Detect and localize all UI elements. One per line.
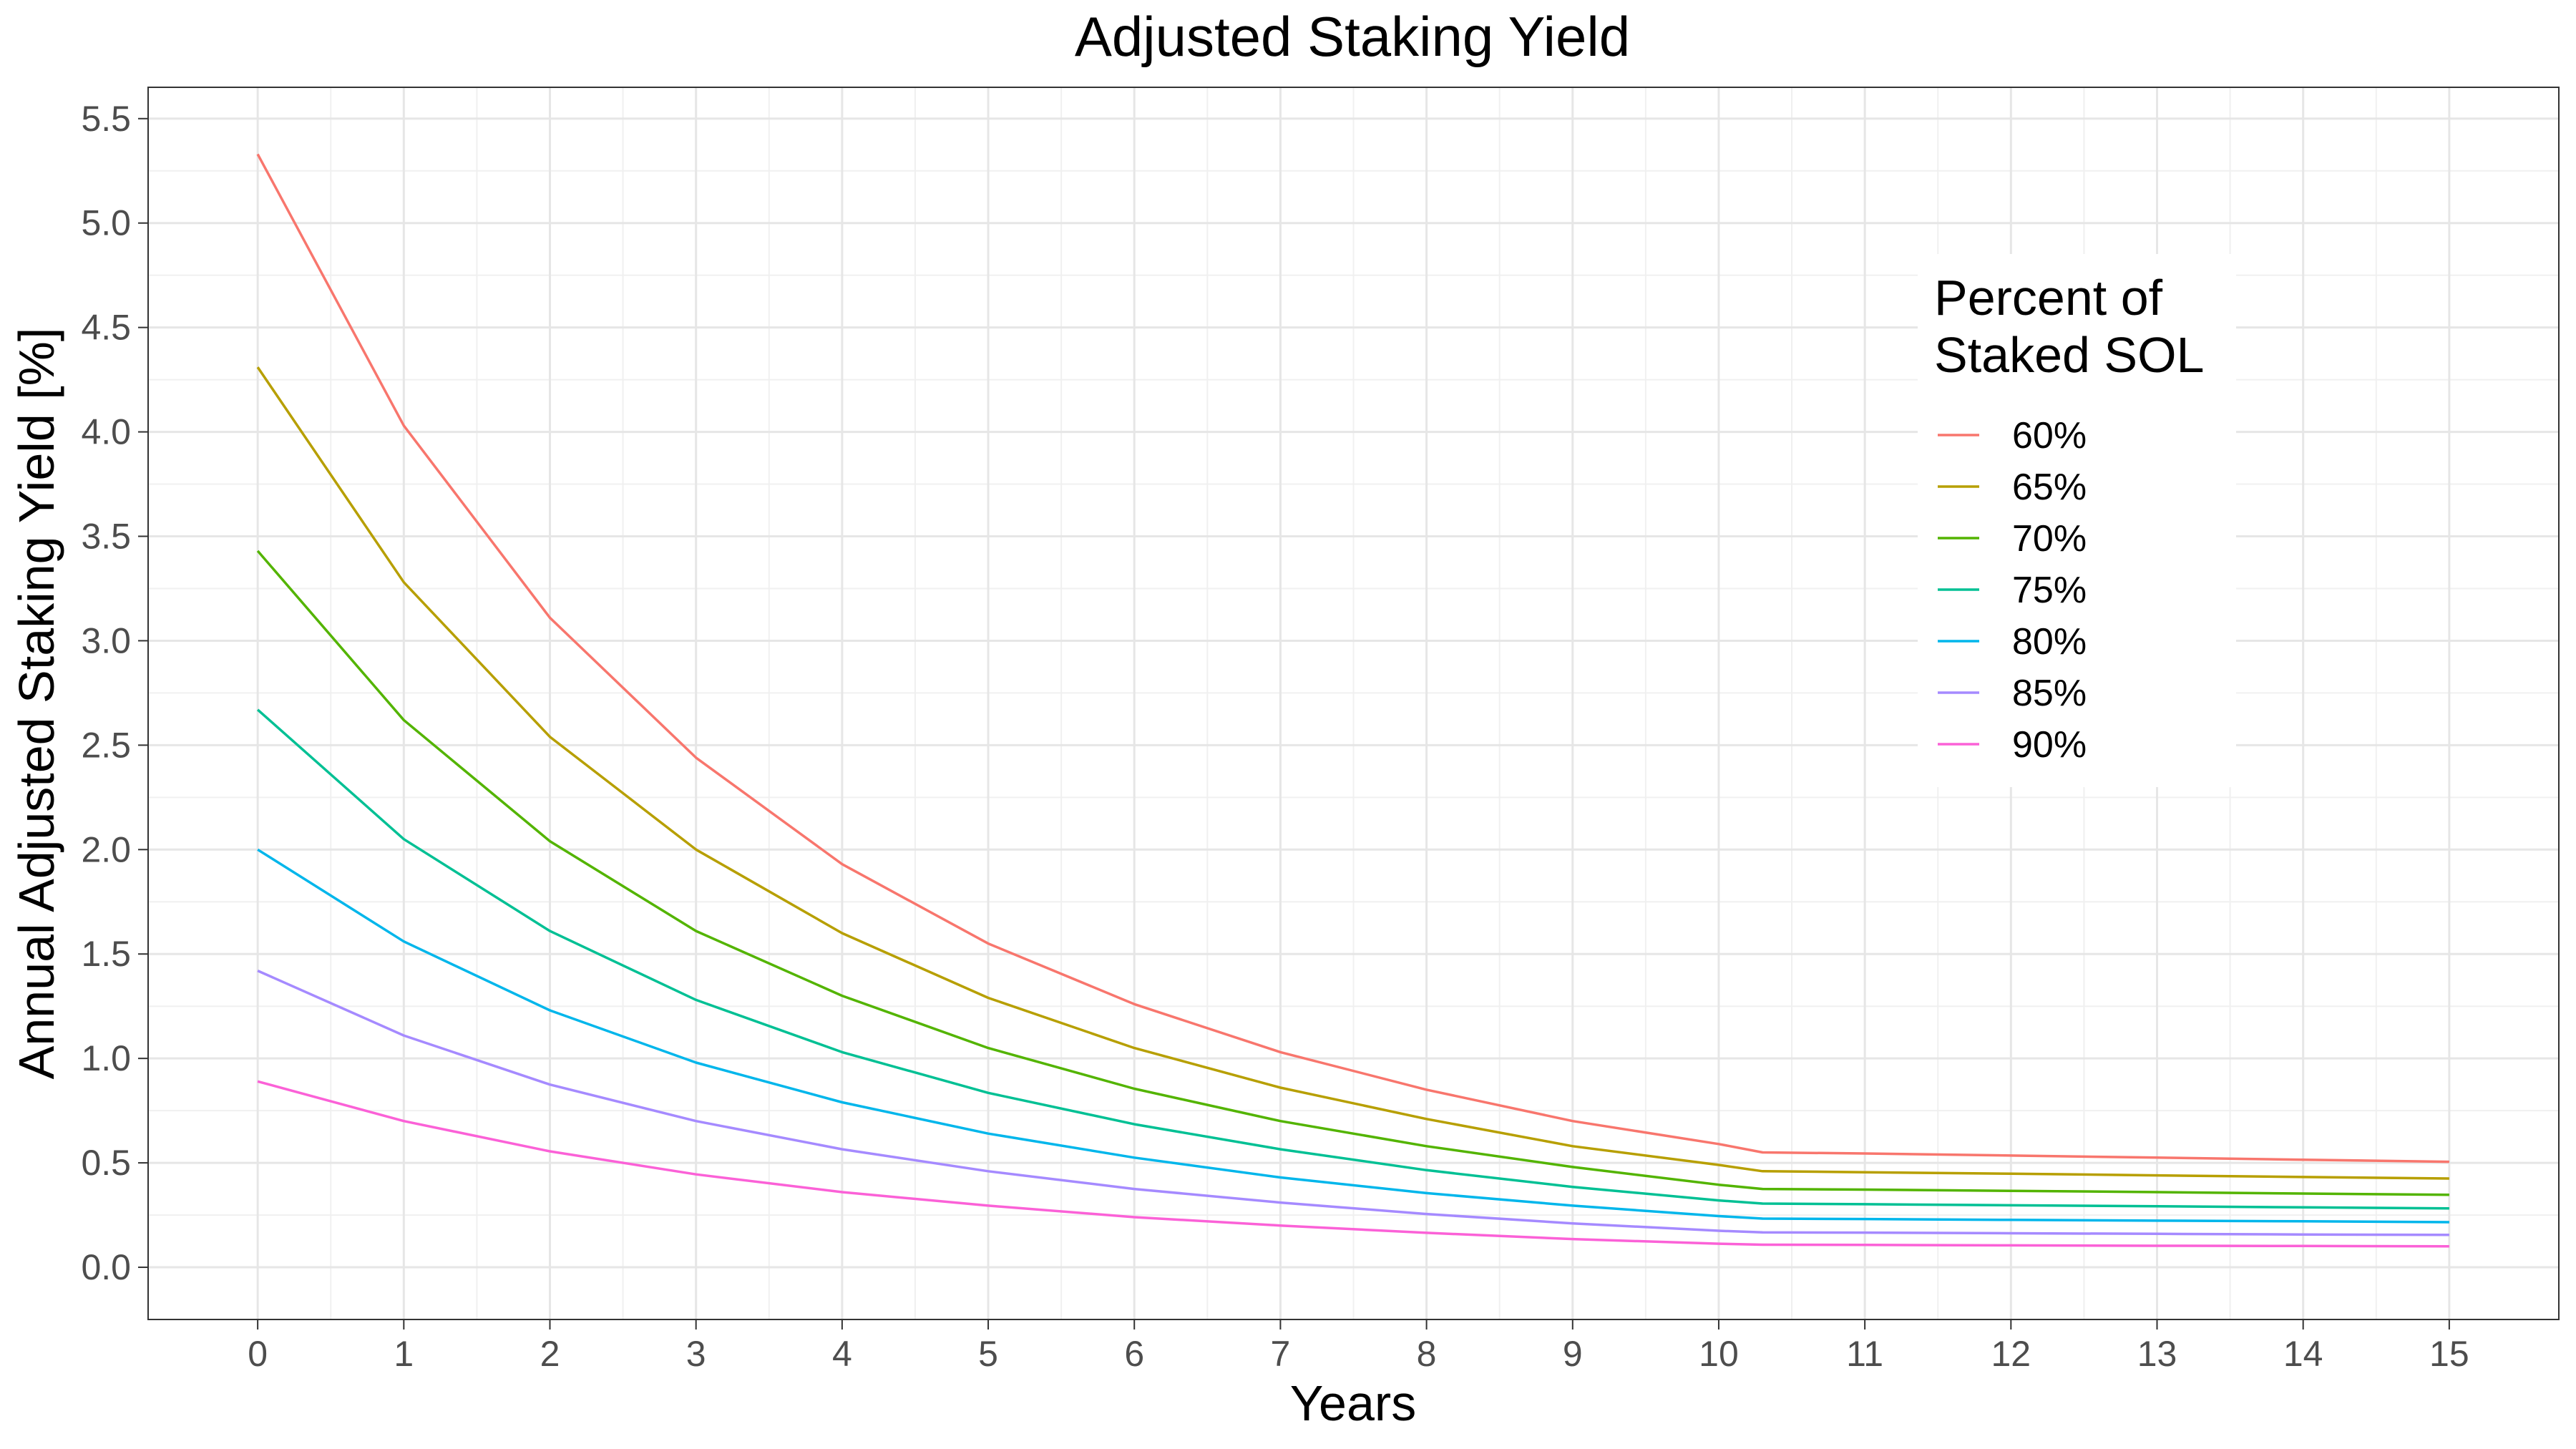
x-tick-label: 14 <box>2283 1334 2323 1374</box>
legend-label: 90% <box>2012 724 2087 766</box>
legend-label: 75% <box>2012 570 2087 611</box>
series-line-70-percent <box>256 550 2449 1196</box>
x-tick-label: 3 <box>686 1334 706 1374</box>
y-tick-label: 5.5 <box>81 99 131 139</box>
y-axis-title: Annual Adjusted Staking Yield [%] <box>9 328 64 1080</box>
y-tick-label: 3.5 <box>81 517 131 557</box>
legend-label: 60% <box>2012 415 2087 457</box>
x-tick-label: 15 <box>2429 1334 2469 1374</box>
y-tick-label: 0.0 <box>81 1247 131 1287</box>
x-tick-label: 6 <box>1124 1334 1144 1374</box>
legend-label: 70% <box>2012 518 2087 560</box>
x-axis-title: Years <box>1290 1375 1416 1431</box>
y-tick-label: 1.0 <box>81 1038 131 1078</box>
x-tick-label: 11 <box>1846 1334 1883 1374</box>
y-tick-label: 3.0 <box>81 620 131 660</box>
legend-label: 80% <box>2012 621 2087 663</box>
series-line-60-percent <box>256 153 2449 1163</box>
x-tick-label: 5 <box>978 1334 998 1374</box>
x-tick-label: 7 <box>1271 1334 1291 1374</box>
x-axis: 0 1 2 3 4 5 6 7 8 9 10 11 12 13 14 15 <box>248 1319 2469 1374</box>
chart-title: Adjusted Staking Yield <box>1075 5 1630 68</box>
x-tick-label: 1 <box>394 1334 414 1374</box>
x-tick-label: 0 <box>248 1334 268 1374</box>
y-tick-label: 2.5 <box>81 725 131 765</box>
series-line-75-percent <box>256 708 2449 1210</box>
y-tick-label: 5.0 <box>81 203 131 243</box>
series-line-85-percent <box>257 970 2449 1236</box>
y-tick-label: 4.5 <box>81 308 131 348</box>
legend-title-line-2: Staked SOL <box>1934 327 2204 383</box>
x-tick-label: 2 <box>540 1334 560 1374</box>
x-tick-label: 8 <box>1417 1334 1437 1374</box>
legend-background <box>1918 254 2236 787</box>
legend-title-line-1: Percent of <box>1934 270 2163 326</box>
major-gridlines <box>148 87 2559 1319</box>
x-tick-label: 13 <box>2137 1334 2177 1374</box>
series-lines <box>256 153 2449 1248</box>
legend-items: 60% 65% 70% 75% 80% 85% 90% <box>1938 415 2087 766</box>
x-tick-label: 10 <box>1699 1334 1739 1374</box>
legend: Percent of Staked SOL 60% 65% 70% 75% 80% 85%… <box>1918 254 2236 787</box>
x-tick-label: 12 <box>1991 1334 2031 1374</box>
y-tick-label: 2.0 <box>81 829 131 869</box>
series-line-90-percent <box>257 1080 2449 1248</box>
series-line-65-percent <box>256 366 2449 1180</box>
series-line-80-percent <box>257 848 2449 1224</box>
y-axis: 0.0 0.5 1.0 1.5 2.0 2.5 3.0 3.5 4.0 4.5 5.0 5.5 <box>81 99 148 1287</box>
y-tick-label: 1.5 <box>81 934 131 974</box>
plot-panel-border <box>147 87 2560 1320</box>
x-tick-label: 9 <box>1563 1334 1583 1374</box>
legend-label: 65% <box>2012 467 2087 508</box>
y-tick-label: 4.0 <box>81 412 131 452</box>
x-tick-label: 4 <box>832 1334 852 1374</box>
legend-label: 85% <box>2012 673 2087 714</box>
y-tick-label: 0.5 <box>81 1143 131 1183</box>
